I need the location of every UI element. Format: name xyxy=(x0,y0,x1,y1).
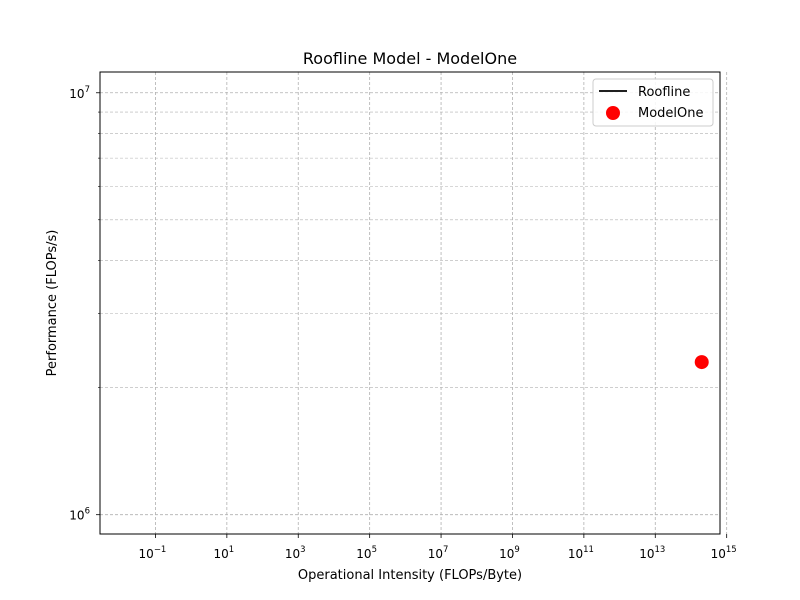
tick-marks xyxy=(96,92,728,538)
legend-label-modelone: ModelOne xyxy=(638,106,704,121)
legend-label-roofline: Roofline xyxy=(638,85,690,100)
legend-swatch-modelone xyxy=(606,106,620,120)
x-axis-label: Operational Intensity (FLOPs/Byte) xyxy=(298,568,522,583)
x-tick-label: 109 xyxy=(499,545,520,561)
x-tick-label: 1015 xyxy=(711,545,737,561)
y-axis-label: Performance (FLOPs/s) xyxy=(45,230,60,377)
x-tick-label: 10−1 xyxy=(139,545,167,561)
x-tick-label: 103 xyxy=(285,545,306,561)
tick-labels: 10−1 101 103 105 107 109 1011 1013 1015 106 107 xyxy=(69,85,736,561)
y-tick-label: 106 xyxy=(69,507,90,523)
scatter-point-modelone xyxy=(694,355,709,370)
x-tick-label: 101 xyxy=(213,545,234,561)
x-tick-label: 105 xyxy=(356,545,377,561)
y-tick-label: 107 xyxy=(69,85,90,101)
x-tick-label: 107 xyxy=(428,545,449,561)
plot-area xyxy=(99,71,721,535)
chart-title: Roofline Model - ModelOne xyxy=(303,49,517,68)
x-tick-label: 1013 xyxy=(639,545,665,561)
series-layer xyxy=(694,355,709,370)
legend: Roofline ModelOne xyxy=(592,78,714,127)
x-tick-label: 1011 xyxy=(568,545,594,561)
grid xyxy=(100,72,728,534)
